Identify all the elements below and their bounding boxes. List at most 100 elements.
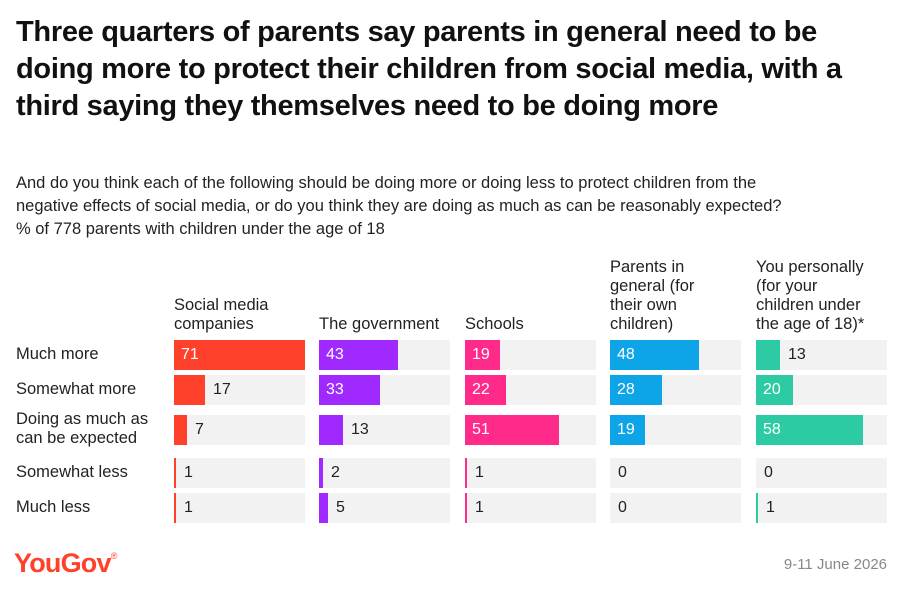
column-header-line: children under [756,296,861,314]
column-header-line: The government [319,315,440,333]
cell-background: 19 [610,415,741,445]
chart-subtitle: And do you think each of the following s… [16,172,896,241]
bar-value-label: 7 [195,421,204,438]
cell-background: 5 [319,493,450,523]
row-label-somewhat-less: Somewhat less [16,463,128,481]
bar-value-label: 1 [475,464,484,481]
bar-value-label: 1 [766,499,775,516]
cell-background: 13 [319,415,450,445]
bar [319,415,343,445]
cell-background: 20 [756,375,887,405]
cell-background: 28 [610,375,741,405]
column-header-line: general (for [610,277,695,295]
bar-value-label: 48 [617,346,635,363]
bar [610,375,662,405]
row-label-line: can be expected [16,429,138,447]
column-header-social-media-companies: Social media companies [174,296,305,334]
cell-background: 13 [756,340,887,370]
column-header-line: Social media [174,296,269,314]
bar [174,375,205,405]
bar [610,340,699,370]
subtitle-line-question-2: negative effects of social media, or do … [16,197,782,215]
bar [756,340,780,370]
bar [756,375,793,405]
row-label-much-more: Much more [16,345,99,363]
cell-background: 1 [465,493,596,523]
row-label-much-less: Much less [16,498,91,516]
bar [465,415,559,445]
bar-value-label: 13 [351,421,369,438]
bar [465,375,506,405]
bar [756,493,758,523]
bar-value-label: 33 [326,381,344,398]
bar [610,415,645,445]
bar-value-label: 0 [764,464,773,481]
bar-value-label: 17 [213,381,231,398]
cell-background: 0 [610,493,741,523]
column-header-line: Schools [465,315,524,333]
bar-value-label: 20 [763,381,781,398]
bar-value-label: 58 [763,421,781,438]
bar-value-label: 2 [331,464,340,481]
bar-value-label: 5 [336,499,345,516]
bar-value-label: 13 [788,346,806,363]
column-header-the-government: The government [319,315,450,334]
cell-background: 0 [610,458,741,488]
bar-value-label: 71 [181,346,199,363]
bar [465,340,500,370]
bar [174,458,176,488]
column-header-you-personally-for: You personally (for your children under the… [756,258,887,334]
column-header-parents-in-general: Parents in general (for their own children) [610,258,741,334]
column-header-line: companies [174,315,254,333]
bar-value-label: 19 [617,421,635,438]
bar [319,493,328,523]
cell-background: 7 [174,415,305,445]
bar [319,375,380,405]
bar-value-label: 0 [618,464,627,481]
cell-background: 22 [465,375,596,405]
cell-background: 2 [319,458,450,488]
cell-background: 0 [756,458,887,488]
cell-background: 58 [756,415,887,445]
bar-value-label: 19 [472,346,490,363]
cell-background: 19 [465,340,596,370]
column-header-line: Parents in [610,258,685,276]
cell-background: 1 [756,493,887,523]
column-header-line: children) [610,315,674,333]
cell-background: 1 [174,493,305,523]
bar [174,493,176,523]
bar [174,340,305,370]
row-label-line: Doing as much as [16,410,149,428]
subtitle-line-base: % of 778 parents with children under the… [16,220,385,238]
bar-value-label: 22 [472,381,490,398]
bar-value-label: 1 [184,464,193,481]
bar-value-label: 51 [472,421,490,438]
column-header-schools: Schools [465,315,596,334]
bar [465,493,467,523]
bar [319,458,323,488]
bar-value-label: 1 [184,499,193,516]
cell-background: 71 [174,340,305,370]
bar [465,458,467,488]
cell-background: 1 [465,458,596,488]
cell-background: 33 [319,375,450,405]
row-label-somewhat-more: Somewhat more [16,380,137,398]
cell-background: 48 [610,340,741,370]
fieldwork-date: 9-11 June 2026 [783,556,887,573]
bar-value-label: 28 [617,381,635,398]
bar [319,340,398,370]
cell-background: 1 [174,458,305,488]
bar [756,415,863,445]
chart-title: Three quarters of parents say parents in… [16,16,842,122]
row-label-doing-as-much: Doing as much as can be expected [16,410,166,448]
column-header-line: the age of 18)* [756,315,865,333]
column-header-line: their own [610,296,677,314]
bar-value-label: 43 [326,346,344,363]
column-header-line: You personally [756,258,864,276]
bar [174,415,187,445]
yougov-logo: YouGov® [14,548,117,578]
cell-background: 17 [174,375,305,405]
cell-background: 51 [465,415,596,445]
bar-value-label: 0 [618,499,627,516]
bar-value-label: 1 [475,499,484,516]
